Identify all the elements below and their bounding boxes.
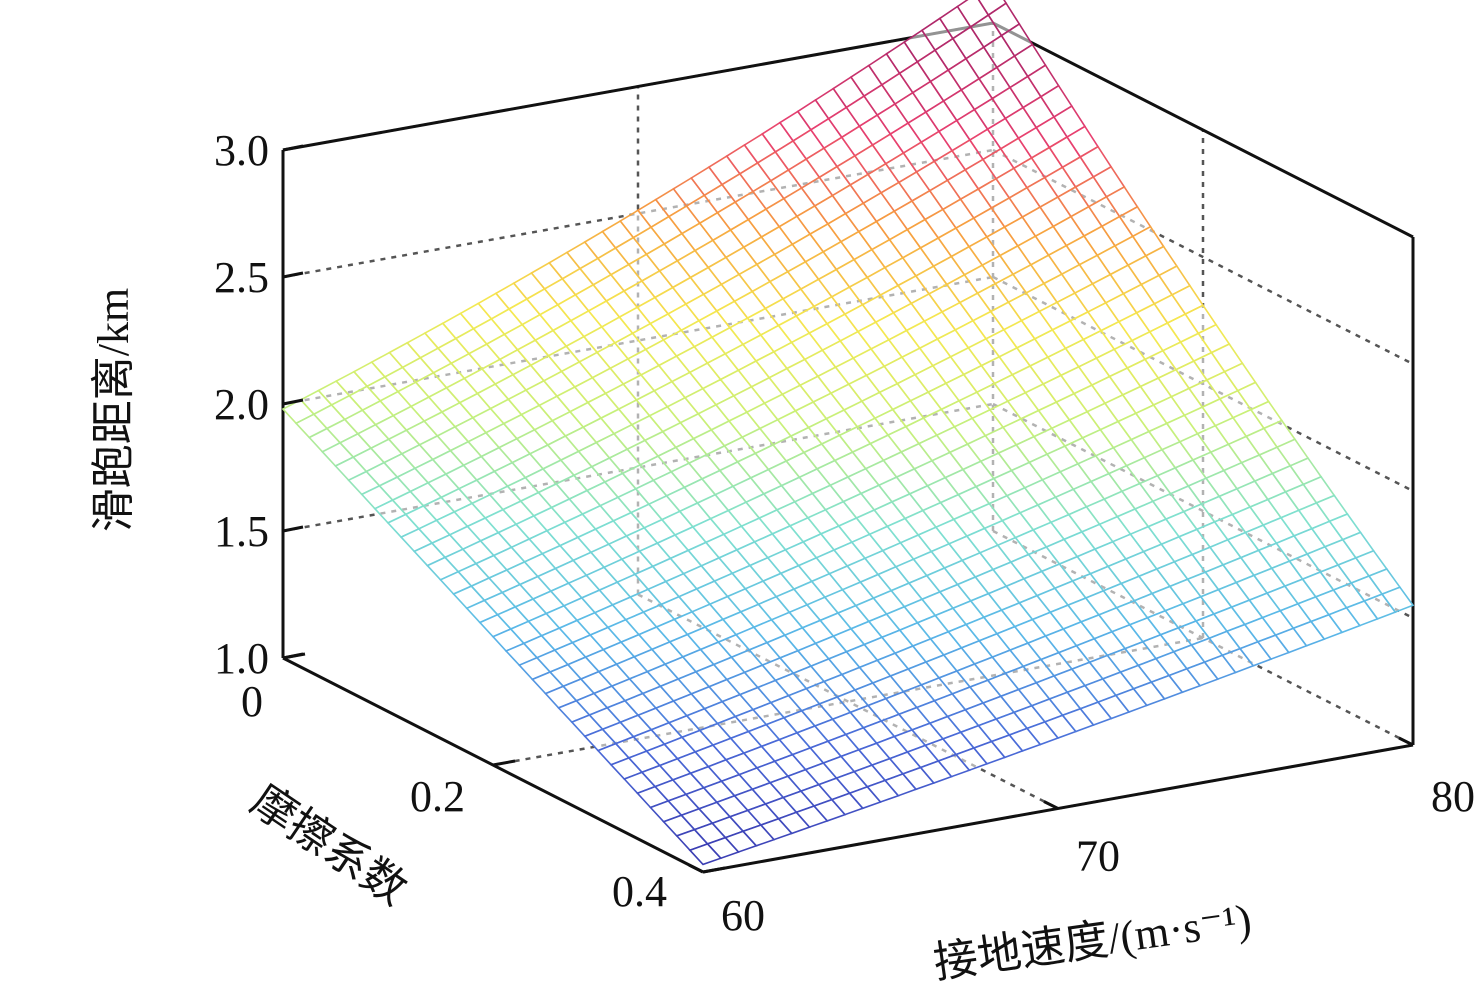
chart-tick-marks [282, 144, 1414, 874]
z-tick-label: 1.5 [214, 507, 269, 556]
z-tick-mark [282, 271, 304, 279]
y-tick-mark [702, 866, 726, 874]
x-tick-label: 70 [1076, 832, 1120, 881]
box-edge-top-back [282, 21, 994, 152]
z-tick-mark [282, 144, 304, 152]
x-tick-mark [688, 863, 704, 874]
z-tick-label: 2.5 [214, 253, 269, 302]
z-tick-label: 1.0 [214, 634, 269, 683]
chart-tick-labels: 1.0 1.5 2.0 2.5 3.0 0 0.2 0.4 60 70 80 [214, 126, 1475, 940]
y-tick-mark [492, 759, 516, 767]
x-tick-label: 80 [1431, 772, 1475, 821]
surface-mesh [281, 0, 1415, 866]
z-axis-label: 滑跑距离/km [89, 288, 138, 532]
x-axis-label: 接地速度/(m·s⁻¹) [931, 895, 1255, 988]
z-tick-label: 3.0 [214, 126, 269, 175]
box-edge-top-right [992, 21, 1414, 239]
x-tick-mark [1043, 800, 1059, 810]
x-tick-label: 60 [721, 891, 765, 940]
y-tick-label: 0 [241, 677, 263, 726]
y-tick-label: 0.2 [410, 772, 465, 821]
z-tick-label: 2.0 [214, 380, 269, 429]
z-tick-mark [282, 398, 304, 406]
y-tick-label: 0.4 [612, 867, 667, 916]
y-axis-label: 摩擦系数 [242, 776, 415, 915]
z-tick-mark [282, 525, 304, 533]
surface-cell [1380, 586, 1415, 614]
x-tick-mark [1398, 736, 1414, 747]
y-tick-mark [282, 652, 306, 660]
